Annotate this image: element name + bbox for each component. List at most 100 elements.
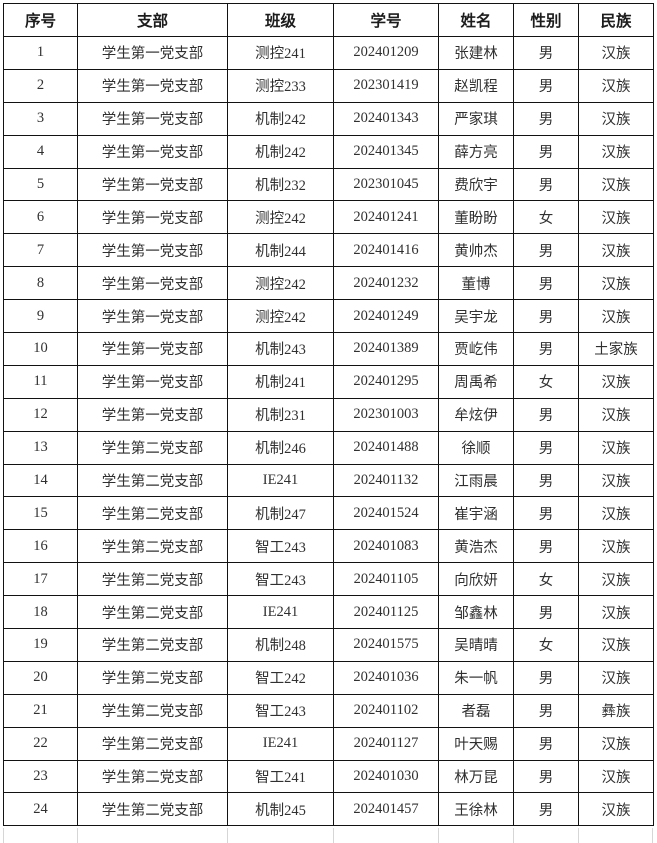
table-header: 序号 支部 班级 学号 姓名 性别 民族 xyxy=(3,3,654,37)
table-cell: 机制245 xyxy=(227,792,334,827)
header-row: 序号 支部 班级 学号 姓名 性别 民族 xyxy=(3,3,654,37)
table-cell: 19 xyxy=(3,628,78,662)
table-row: 18 学生第二党支部 IE241 202401125 邹鑫林男汉族 xyxy=(3,595,654,630)
table-cell: 学生第二党支部 xyxy=(77,430,228,465)
gridline-stub xyxy=(77,828,78,843)
table-cell: 202301419 xyxy=(333,68,439,103)
table-row: 15 学生第二党支部 机制247 202401524 崔宇涵男汉族 xyxy=(3,496,654,531)
header-cell-class: 班级 xyxy=(227,3,334,37)
table-cell: 周禹希 xyxy=(438,364,514,399)
table-cell: 学生第二党支部 xyxy=(77,726,228,761)
table-cell: 汉族 xyxy=(578,364,654,399)
table-cell: 汉族 xyxy=(578,660,654,695)
table-cell: 学生第一党支部 xyxy=(77,233,228,268)
table-cell: 江雨晨 xyxy=(438,463,514,498)
roster-table: 序号 支部 班级 学号 姓名 性别 民族 1 学生第一党支部 测控241 202401… xyxy=(3,3,654,827)
table-cell: 学生第二党支部 xyxy=(77,660,228,695)
table-cell: 汉族 xyxy=(578,529,654,564)
table-cell: 6 xyxy=(3,200,78,235)
table-cell: 汉族 xyxy=(578,299,654,334)
table-cell: 4 xyxy=(3,134,78,169)
table-cell: 汉族 xyxy=(578,430,654,465)
table-cell: 男 xyxy=(513,595,579,630)
table-cell: 202401036 xyxy=(333,660,439,695)
table-cell: 学生第二党支部 xyxy=(77,463,228,498)
table-cell: 汉族 xyxy=(578,200,654,235)
header-cell-gender: 性别 xyxy=(513,3,579,37)
table-cell: 17 xyxy=(3,562,78,597)
table-cell: 23 xyxy=(3,759,78,794)
table-cell: 男 xyxy=(513,726,579,761)
table-cell: 汉族 xyxy=(578,266,654,301)
table-cell: 智工242 xyxy=(227,660,334,695)
table-cell: 学生第二党支部 xyxy=(77,529,228,564)
table-cell: 7 xyxy=(3,233,78,268)
table-cell: 男 xyxy=(513,266,579,301)
header-cell-name: 姓名 xyxy=(438,3,514,37)
table-cell: 学生第二党支部 xyxy=(77,759,228,794)
table-cell: 汉族 xyxy=(578,726,654,761)
table-cell: 汉族 xyxy=(578,562,654,597)
table-cell: 测控242 xyxy=(227,200,334,235)
table-cell: 男 xyxy=(513,233,579,268)
table-cell: 机制243 xyxy=(227,332,334,366)
table-cell: 男 xyxy=(513,68,579,103)
table-cell: 测控241 xyxy=(227,36,334,70)
table-cell: 测控233 xyxy=(227,68,334,103)
table-cell: 测控242 xyxy=(227,266,334,301)
table-cell: 叶天赐 xyxy=(438,726,514,761)
table-cell: 5 xyxy=(3,167,78,202)
table-cell: 12 xyxy=(3,397,78,432)
table-cell: 汉族 xyxy=(578,628,654,662)
table-cell: 张建林 xyxy=(438,36,514,70)
table-cell: 林万昆 xyxy=(438,759,514,794)
table-row: 21 学生第二党支部 智工243 202401102 者磊男彝族 xyxy=(3,693,654,728)
table-cell: 崔宇涵 xyxy=(438,496,514,531)
table-cell: 男 xyxy=(513,792,579,827)
table-cell: 严家琪 xyxy=(438,101,514,136)
table-cell: 202401241 xyxy=(333,200,439,235)
table-cell: 22 xyxy=(3,726,78,761)
table-cell: 汉族 xyxy=(578,101,654,136)
header-cell-index: 序号 xyxy=(3,3,78,37)
table-cell: 学生第二党支部 xyxy=(77,496,228,531)
table-cell: 学生第一党支部 xyxy=(77,134,228,169)
table-cell: 9 xyxy=(3,299,78,334)
table-cell: 朱一帆 xyxy=(438,660,514,695)
table-cell: 王徐林 xyxy=(438,792,514,827)
table-cell: 汉族 xyxy=(578,233,654,268)
table-cell: 机制248 xyxy=(227,628,334,662)
gridline-stub xyxy=(578,828,579,843)
table-row: 8 学生第一党支部 测控242 202401232 董博男汉族 xyxy=(3,266,654,301)
table-cell: 机制247 xyxy=(227,496,334,531)
table-cell: IE241 xyxy=(227,726,334,761)
table-cell: 202401343 xyxy=(333,101,439,136)
table-row: 9 学生第一党支部 测控242 202401249 吴宇龙男汉族 xyxy=(3,299,654,334)
table-cell: 11 xyxy=(3,364,78,399)
table-cell: 202401083 xyxy=(333,529,439,564)
table-cell: 赵凯程 xyxy=(438,68,514,103)
table-cell: 男 xyxy=(513,397,579,432)
table-cell: 202401249 xyxy=(333,299,439,334)
table-cell: 董盼盼 xyxy=(438,200,514,235)
table-row: 13 学生第二党支部 机制246 202401488 徐顺男汉族 xyxy=(3,430,654,465)
table-cell: 男 xyxy=(513,529,579,564)
table-cell: 汉族 xyxy=(578,68,654,103)
table-cell: 学生第一党支部 xyxy=(77,299,228,334)
table-cell: 董博 xyxy=(438,266,514,301)
table-row: 14 学生第二党支部 IE241 202401132 江雨晨男汉族 xyxy=(3,463,654,498)
table-cell: 202401488 xyxy=(333,430,439,465)
table-row: 3 学生第一党支部 机制242 202401343 严家琪男汉族 xyxy=(3,101,654,136)
table-row: 6 学生第一党支部 测控242 202401241 董盼盼女汉族 xyxy=(3,200,654,235)
table-cell: 汉族 xyxy=(578,167,654,202)
table-cell: 机制244 xyxy=(227,233,334,268)
table-cell: 男 xyxy=(513,463,579,498)
table-cell: 202401127 xyxy=(333,726,439,761)
table-cell: 男 xyxy=(513,693,579,728)
table-row: 12 学生第一党支部 机制231 202301003 牟炫伊男汉族 xyxy=(3,397,654,432)
table-cell: 学生第一党支部 xyxy=(77,332,228,366)
table-cell: 男 xyxy=(513,332,579,366)
table-cell: 机制242 xyxy=(227,101,334,136)
gridline-stub xyxy=(3,828,4,843)
table-cell: 202401030 xyxy=(333,759,439,794)
